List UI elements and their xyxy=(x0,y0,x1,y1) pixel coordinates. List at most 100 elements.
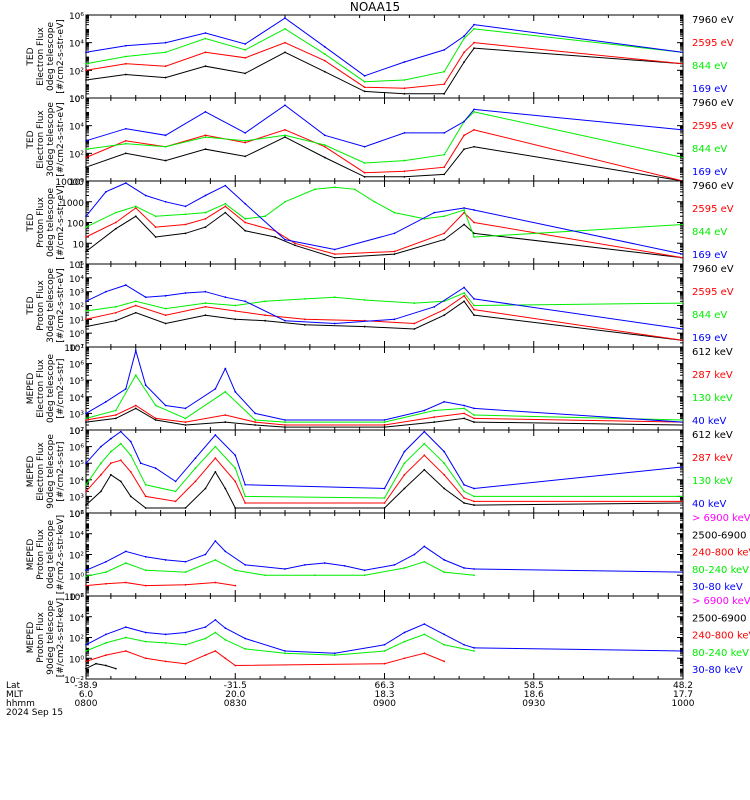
data-point xyxy=(144,507,147,509)
data-point xyxy=(85,575,87,578)
data-point xyxy=(124,73,127,76)
y-tick-label: 10² xyxy=(69,67,84,77)
data-point xyxy=(443,473,446,476)
data-point xyxy=(164,145,167,148)
series-extension-green xyxy=(474,224,684,238)
legend-entry: 612 keV xyxy=(692,430,733,441)
data-point xyxy=(284,136,286,138)
data-point xyxy=(423,623,426,625)
data-point xyxy=(224,638,227,641)
data-point xyxy=(204,194,207,197)
data-point xyxy=(244,502,247,504)
data-point xyxy=(403,657,406,660)
data-point xyxy=(184,407,187,410)
series-line-green xyxy=(85,111,475,164)
data-point xyxy=(224,202,227,205)
data-point xyxy=(85,79,87,81)
data-point xyxy=(463,209,465,211)
data-point xyxy=(463,120,465,123)
footer-time-value: 0900 xyxy=(373,699,396,709)
data-point xyxy=(443,487,446,490)
data-point xyxy=(383,421,386,423)
data-point xyxy=(85,504,87,506)
series-extension-green xyxy=(474,414,684,421)
series-line-blue xyxy=(85,348,475,421)
data-point xyxy=(333,654,336,657)
legend-entry: 240-800 keV xyxy=(692,548,750,559)
data-point xyxy=(184,583,187,586)
data-point xyxy=(124,562,127,564)
data-point xyxy=(164,200,167,203)
data-point xyxy=(105,190,107,193)
data-point xyxy=(109,462,112,465)
data-point xyxy=(403,640,406,643)
data-point xyxy=(333,256,336,259)
data-point xyxy=(85,419,87,421)
data-point xyxy=(85,325,87,328)
data-point xyxy=(284,426,286,428)
data-point xyxy=(214,470,217,473)
data-point xyxy=(473,568,475,570)
data-point xyxy=(154,236,157,238)
y-tick-label: 10⁰ xyxy=(69,572,84,582)
footer-mlt-value: 20.0 xyxy=(225,690,245,700)
data-point xyxy=(473,414,475,416)
data-point xyxy=(473,314,475,317)
y-axis-label: Proton Flux xyxy=(36,612,46,663)
data-point xyxy=(463,37,465,40)
y-axis-label: 30deg telescope xyxy=(46,102,56,177)
data-point xyxy=(443,173,446,176)
y-tick-label: 10⁶ xyxy=(69,361,84,371)
data-point xyxy=(85,569,87,572)
panel-frame-4 xyxy=(85,263,684,348)
y-tick-label: 10² xyxy=(69,552,84,562)
data-point xyxy=(214,540,217,542)
data-point xyxy=(443,166,446,169)
data-point xyxy=(144,495,147,498)
y-axis-label: [#/cm2-s-str-eV] xyxy=(56,19,66,94)
data-point xyxy=(443,314,446,317)
data-point xyxy=(463,417,465,420)
series-extension-red xyxy=(473,42,684,65)
footer-lat-value: 48.2 xyxy=(673,681,693,691)
data-point xyxy=(264,215,266,218)
y-tick-label: 10³ xyxy=(69,289,84,299)
y-tick-label: 10000 xyxy=(55,178,84,188)
data-point xyxy=(184,424,187,426)
data-point xyxy=(363,80,366,83)
data-point xyxy=(433,211,436,214)
data-point xyxy=(124,284,127,286)
data-point xyxy=(105,642,107,644)
data-point xyxy=(463,412,465,415)
data-point xyxy=(403,92,406,95)
data-point xyxy=(105,400,107,403)
data-point xyxy=(85,667,87,670)
y-tick-label: 10⁻¹ xyxy=(64,344,84,354)
data-point xyxy=(473,23,475,26)
data-point xyxy=(383,424,386,426)
data-point xyxy=(100,490,102,493)
footer-time-value: 0800 xyxy=(75,699,98,709)
data-point xyxy=(204,637,207,640)
data-point xyxy=(443,400,446,403)
y-tick-label: 10¹ xyxy=(69,316,84,326)
data-point xyxy=(224,414,227,416)
data-point xyxy=(164,76,167,79)
y-tick-label: 100 xyxy=(67,220,84,230)
y-tick-label: 10⁴ xyxy=(69,531,84,541)
data-point xyxy=(114,417,117,420)
data-point xyxy=(184,662,187,665)
series-line-green xyxy=(85,631,475,656)
data-point xyxy=(214,650,217,652)
y-tick-label: 10⁰ xyxy=(69,178,84,188)
data-point xyxy=(363,325,366,328)
y-axis-label: Electron Flux xyxy=(36,27,46,86)
data-point xyxy=(244,72,247,75)
data-point xyxy=(134,300,137,303)
data-point xyxy=(134,207,137,209)
data-point xyxy=(463,286,465,289)
data-point xyxy=(403,131,406,134)
data-point xyxy=(393,253,396,255)
footer-mlt-value: 6.0 xyxy=(79,690,94,700)
data-point xyxy=(224,296,227,299)
